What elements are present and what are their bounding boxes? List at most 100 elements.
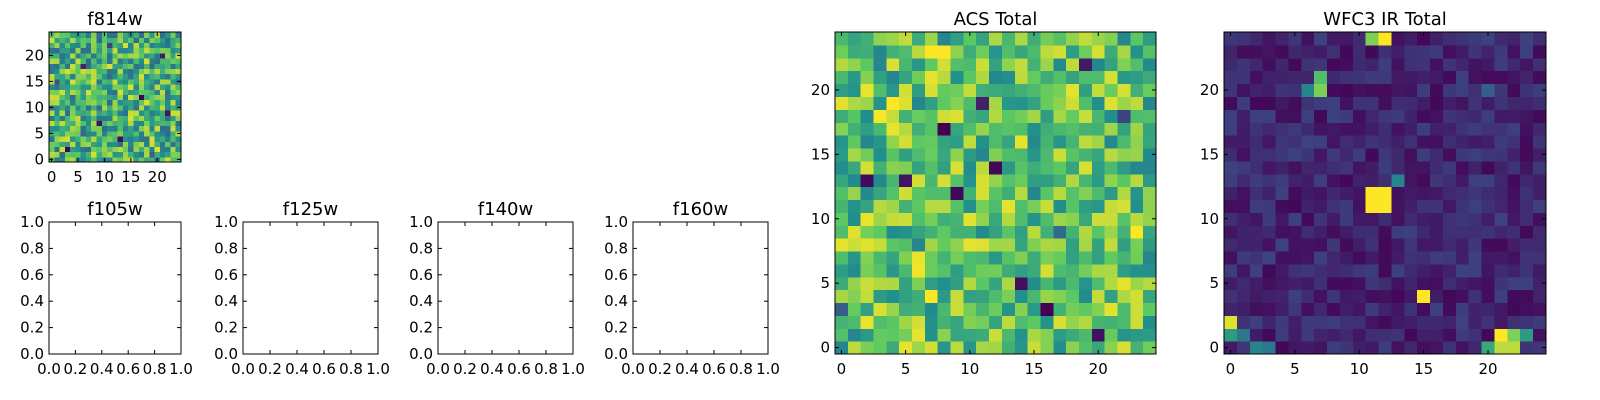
heatmap-cell <box>144 52 150 59</box>
heatmap-cell <box>1236 70 1251 85</box>
heatmap-cell <box>1275 109 1289 123</box>
heatmap-cell <box>1027 225 1042 239</box>
heatmap-cell <box>847 109 862 123</box>
heatmap-cell <box>860 302 875 316</box>
heatmap-cell <box>1078 122 1093 136</box>
chart-title: WFC3 IR Total <box>1323 9 1446 30</box>
heatmap-cell <box>59 37 66 43</box>
heatmap-cell <box>924 32 939 46</box>
heatmap-cell <box>91 78 98 85</box>
heatmap-cell <box>963 238 977 252</box>
x-tick-label: 0.2 <box>258 360 282 378</box>
heatmap-cell <box>989 341 1003 355</box>
heatmap-cell <box>1339 135 1354 149</box>
heatmap-cell <box>1236 173 1251 188</box>
heatmap-cell <box>64 156 71 163</box>
heatmap-cell <box>1314 173 1328 188</box>
heatmap-cell <box>1014 173 1029 188</box>
heatmap-cell <box>128 47 135 54</box>
heatmap-cell <box>989 263 1003 278</box>
heatmap-cell <box>1378 83 1393 97</box>
heatmap-cell <box>912 341 926 355</box>
heatmap-cell <box>1327 122 1341 136</box>
heatmap-cell <box>133 89 140 95</box>
heatmap-cell <box>937 341 952 355</box>
heatmap-cell <box>1442 276 1457 291</box>
heatmap-cell <box>847 341 862 355</box>
heatmap-cell <box>1417 135 1431 149</box>
heatmap-cell <box>1430 276 1444 291</box>
heatmap-cell <box>1224 289 1238 304</box>
heatmap-cell <box>1091 96 1106 110</box>
heatmap-cell <box>1442 302 1457 316</box>
heatmap-cell <box>847 328 862 342</box>
heatmap-cell <box>847 276 862 291</box>
heatmap-cell <box>1352 238 1367 252</box>
heatmap-cell <box>1378 250 1393 265</box>
heatmap-cell <box>1249 225 1264 239</box>
heatmap-cell <box>112 47 119 54</box>
heatmap-cell <box>1143 122 1157 136</box>
heatmap-cell <box>85 156 92 163</box>
heatmap-cell <box>1391 225 1405 239</box>
heatmap-cell <box>937 315 952 329</box>
heatmap-cell <box>117 146 124 153</box>
y-tick-label: 0 <box>820 339 830 357</box>
heatmap-cell <box>144 58 150 64</box>
heatmap-cell <box>170 115 177 121</box>
heatmap-cell <box>1494 302 1508 316</box>
heatmap-cell <box>989 238 1003 252</box>
heatmap-cell <box>1249 160 1264 175</box>
heatmap-cell <box>165 89 172 95</box>
heatmap-cell <box>128 42 135 49</box>
heatmap-cell <box>950 160 964 175</box>
heatmap-cell <box>133 125 140 132</box>
heatmap-cell <box>835 83 849 97</box>
heatmap-cell <box>1378 109 1393 123</box>
heatmap-cell <box>1404 276 1418 291</box>
heatmap-cell <box>96 94 103 101</box>
heatmap-cell <box>860 315 875 329</box>
heatmap-cell <box>1027 83 1042 97</box>
heatmap-cell <box>117 63 124 69</box>
heatmap-cell <box>847 44 862 59</box>
heatmap-cell <box>1391 57 1405 72</box>
heatmap-cell <box>1078 83 1093 97</box>
heatmap-cell <box>64 47 71 54</box>
heatmap-cell <box>912 109 926 123</box>
heatmap-cell <box>1352 44 1367 59</box>
heatmap-cell <box>144 78 150 85</box>
heatmap-cell <box>49 63 55 69</box>
heatmap-cell <box>899 44 913 59</box>
heatmap-cell <box>54 73 61 80</box>
heatmap-cell <box>1378 199 1393 213</box>
heatmap-cell <box>1314 250 1328 265</box>
heatmap-cell <box>170 99 177 106</box>
heatmap-cell <box>1455 173 1470 188</box>
heatmap-cell <box>154 52 161 59</box>
heatmap-cell <box>107 151 113 158</box>
heatmap-cell <box>1520 70 1534 85</box>
heatmap-cell <box>1468 263 1483 278</box>
heatmap-cell <box>138 99 145 106</box>
heatmap-cell <box>886 186 900 201</box>
heatmap-cell <box>122 130 129 137</box>
heatmap-cell <box>1455 83 1470 97</box>
heatmap-cell <box>133 52 140 59</box>
y-tick-label: 0.8 <box>214 239 238 257</box>
heatmap-cell <box>107 120 113 127</box>
heatmap-cell <box>175 99 182 106</box>
heatmap-cell <box>835 315 849 329</box>
heatmap-cell <box>1027 302 1042 316</box>
heatmap-cell <box>1417 263 1431 278</box>
heatmap-cell <box>1481 32 1496 46</box>
heatmap-cell <box>976 70 990 85</box>
heatmap-cell <box>963 302 977 316</box>
heatmap-cell <box>1507 135 1521 149</box>
heatmap-cell <box>101 94 108 101</box>
heatmap-cell <box>154 47 161 54</box>
heatmap-cell <box>1262 341 1277 355</box>
heatmap-cell <box>1365 225 1380 239</box>
